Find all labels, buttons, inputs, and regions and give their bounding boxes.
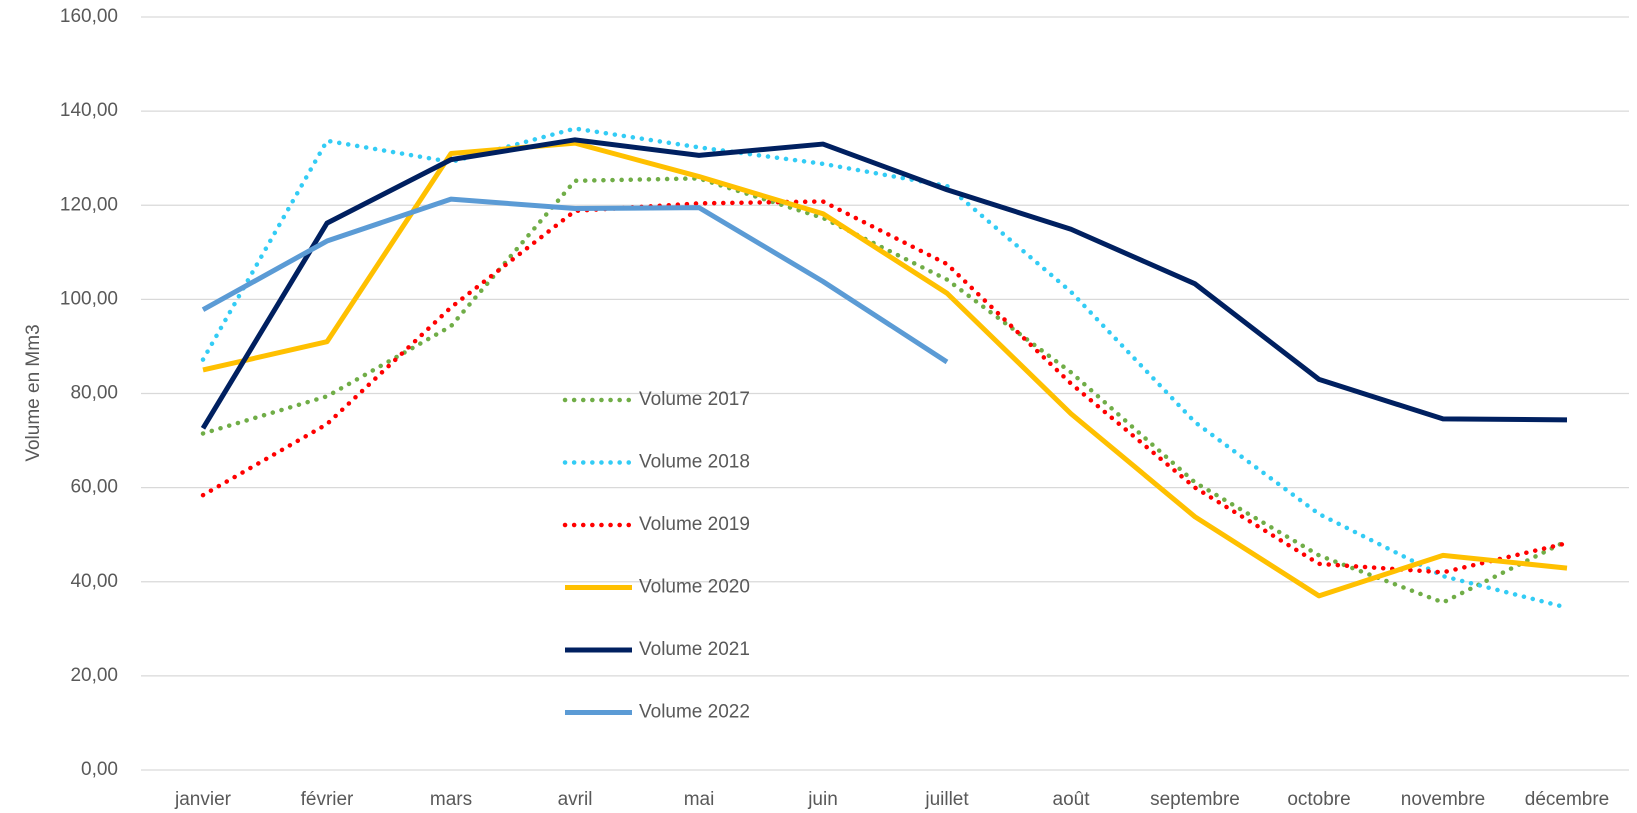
y-axis-label: Volume en Mm3 (23, 324, 44, 461)
series-line (200, 137, 1568, 430)
y-tick-label: 80,00 (70, 383, 118, 404)
x-tick-label: juin (807, 789, 838, 810)
legend-label: Volume 2017 (639, 389, 750, 410)
legend-label: Volume 2018 (639, 452, 750, 473)
series-line (200, 199, 1570, 575)
legend-label: Volume 2022 (639, 702, 750, 723)
series-line (202, 140, 1568, 599)
y-tick-label: 0,00 (81, 759, 118, 780)
x-tick-label: août (1053, 789, 1091, 810)
series-line (201, 196, 949, 365)
x-tick-label: avril (558, 789, 593, 810)
x-tick-label: mai (684, 789, 715, 810)
x-tick-label: juillet (924, 789, 969, 810)
legend-label: Volume 2021 (639, 639, 750, 660)
x-tick-label: janvier (174, 789, 232, 810)
x-tick-label: octobre (1287, 789, 1350, 810)
x-tick-label: septembre (1150, 789, 1240, 810)
x-tick-label: mars (430, 789, 472, 810)
y-tick-label: 20,00 (70, 665, 118, 686)
series-line (200, 126, 1570, 610)
x-tick-label: décembre (1525, 789, 1610, 810)
y-tick-label: 140,00 (60, 100, 118, 121)
y-tick-label: 120,00 (60, 194, 118, 215)
legend-label: Volume 2019 (639, 514, 750, 535)
x-tick-label: novembre (1401, 789, 1486, 810)
y-tick-label: 100,00 (60, 288, 118, 309)
x-tick-label: février (301, 789, 354, 810)
y-tick-label: 60,00 (70, 477, 118, 498)
y-tick-label: 160,00 (60, 6, 118, 27)
y-tick-label: 40,00 (70, 571, 118, 592)
legend-label: Volume 2020 (639, 577, 750, 598)
series-line (200, 176, 1570, 605)
